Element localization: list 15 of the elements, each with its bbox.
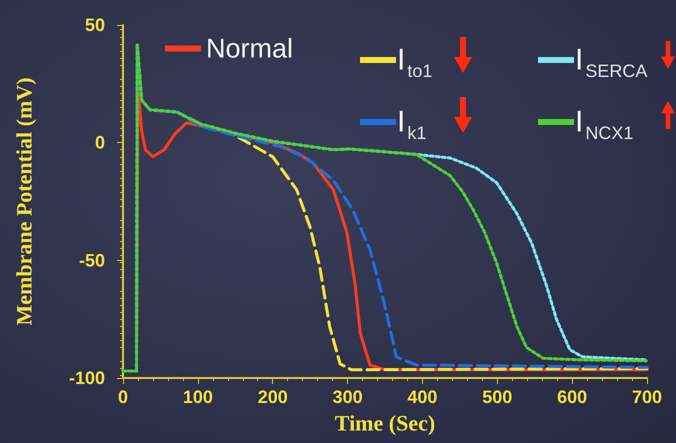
x-tick-label: 400 xyxy=(407,387,438,407)
x-tick-label: 200 xyxy=(258,387,288,407)
x-axis-title: Time (Sec) xyxy=(334,410,436,436)
y-axis-title: Membrane Potential (mV) xyxy=(12,77,36,326)
y-tick-label: -50 xyxy=(78,250,105,270)
y-tick-label: 50 xyxy=(84,15,105,35)
x-tick-label: 300 xyxy=(332,387,363,407)
y-tick-label: 0 xyxy=(94,132,105,153)
legend-label: Normal xyxy=(206,34,294,64)
x-tick-label: 600 xyxy=(557,387,588,407)
x-tick-label: 500 xyxy=(482,387,512,407)
x-tick-label: 0 xyxy=(118,387,128,407)
y-tick-label: -100 xyxy=(68,368,105,388)
x-tick-label: 100 xyxy=(182,387,213,407)
x-tick-label: 700 xyxy=(632,387,662,407)
